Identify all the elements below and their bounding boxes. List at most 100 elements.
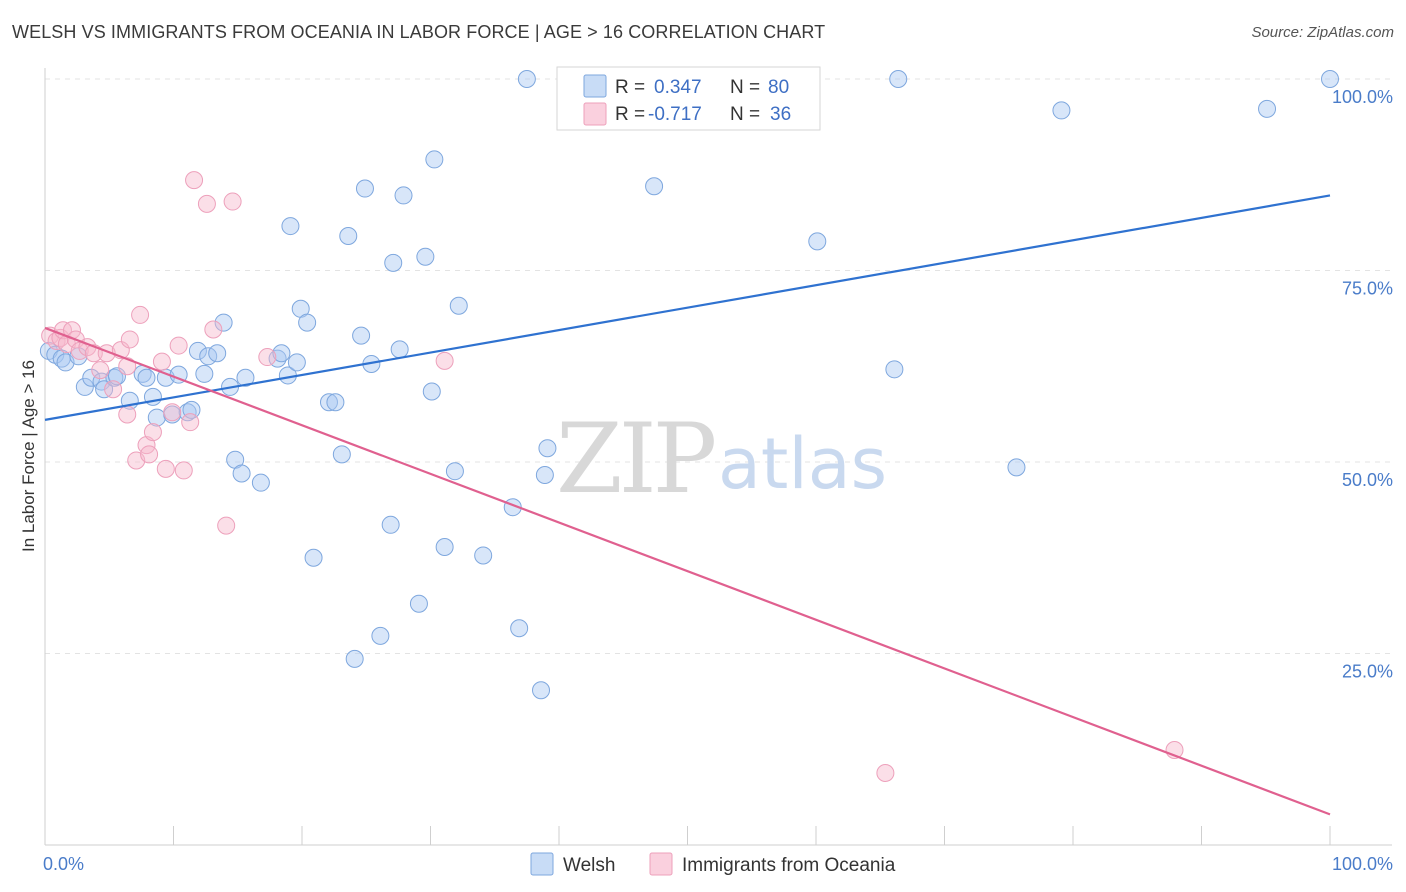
oceania-point-18	[131, 305, 150, 324]
welsh-point-44	[352, 326, 371, 345]
legend-swatch-welsh	[583, 74, 607, 98]
oceania-point-20	[140, 445, 159, 464]
y-tick-label-2: 75.0%	[1342, 279, 1393, 299]
bottom-legend-label-welsh: Welsh	[563, 855, 615, 876]
welsh-point-24	[208, 344, 227, 363]
chart-title: WELSH VS IMMIGRANTS FROM OCEANIA IN LABO…	[12, 22, 826, 42]
oceania-point-23	[156, 459, 175, 478]
oceania-point-16	[118, 405, 137, 424]
welsh-point-59	[474, 546, 493, 565]
welsh-point-52	[409, 594, 428, 613]
axes	[44, 68, 1392, 846]
oceania-point-24	[163, 403, 182, 422]
welsh-point-41	[332, 445, 351, 464]
oceania-point-33	[258, 348, 277, 367]
legend-r-value-welsh: 0.347	[654, 77, 702, 98]
oceania-point-34	[435, 351, 454, 370]
source-label: Source: ZipAtlas.com	[1251, 24, 1394, 41]
welsh-point-72	[1007, 458, 1026, 477]
x-tick-label-1: 100.0%	[1332, 854, 1393, 874]
data-points	[39, 70, 1339, 782]
welsh-point-13	[137, 368, 156, 387]
welsh-point-53	[416, 247, 435, 266]
welsh-point-74	[1258, 99, 1277, 118]
oceania-point-12	[104, 380, 123, 399]
y-axis-title: In Labor Force | Age > 16	[19, 360, 38, 552]
welsh-point-30	[251, 473, 270, 492]
welsh-point-68	[645, 177, 664, 196]
legend-n-value-oceania: 36	[770, 104, 791, 125]
welsh-point-43	[345, 649, 364, 668]
watermark-atlas: atlas	[718, 423, 887, 505]
welsh-point-65	[538, 439, 557, 458]
y-tick-labels: 25.0% 50.0% 75.0% 100.0%	[1332, 87, 1393, 682]
welsh-point-5	[75, 377, 94, 396]
welsh-point-50	[390, 340, 409, 359]
legend-r-label-welsh: R =	[615, 77, 645, 98]
welsh-point-73	[1052, 101, 1071, 120]
bottom-legend-swatch-welsh	[530, 852, 554, 876]
oceania-point-21	[143, 423, 162, 442]
welsh-point-49	[384, 253, 403, 272]
welsh-point-37	[298, 313, 317, 332]
welsh-point-22	[195, 364, 214, 383]
oceania-point-29	[197, 194, 216, 213]
stats-legend: R = 0.347 N = 80 R = -0.717 N = 36	[556, 66, 821, 131]
oceania-point-30	[204, 320, 223, 339]
welsh-point-35	[287, 353, 306, 372]
welsh-trend-line	[44, 194, 1331, 421]
oceania-point-14	[118, 357, 137, 376]
welsh-point-63	[532, 681, 551, 700]
welsh-point-62	[517, 70, 536, 88]
x-tick-labels: 0.0% 100.0%	[43, 854, 1393, 874]
watermark: ZIP atlas	[556, 403, 887, 515]
welsh-point-57	[445, 462, 464, 481]
welsh-point-40	[326, 393, 345, 412]
welsh-point-6	[82, 368, 101, 387]
welsh-point-69	[808, 232, 827, 251]
welsh-point-48	[381, 515, 400, 534]
welsh-point-34	[281, 217, 300, 236]
oceania-trend-line	[44, 326, 1331, 816]
oceania-point-31	[217, 516, 236, 535]
oceania-point-10	[91, 361, 110, 380]
welsh-point-29	[236, 368, 255, 387]
grid	[45, 78, 1392, 654]
legend-n-label-oceania: N =	[730, 104, 760, 125]
oceania-point-26	[174, 461, 193, 480]
oceania-point-25	[169, 336, 188, 355]
welsh-point-54	[422, 382, 441, 401]
welsh-point-21	[188, 341, 207, 360]
trend-lines	[44, 194, 1331, 816]
y-tick-label-1: 50.0%	[1342, 470, 1393, 490]
bottom-legend-label-oceania: Immigrants from Oceania	[682, 855, 896, 876]
welsh-point-51	[394, 186, 413, 205]
legend-r-label-oceania: R =	[615, 104, 645, 125]
welsh-point-32	[272, 344, 291, 363]
oceania-point-28	[185, 171, 204, 190]
y-tick-label-3: 100.0%	[1332, 87, 1393, 107]
welsh-point-58	[449, 296, 468, 315]
welsh-point-42	[339, 227, 358, 246]
legend-r-value-oceania: -0.717	[648, 104, 702, 125]
welsh-point-47	[371, 626, 390, 645]
oceania-point-22	[152, 352, 171, 371]
legend-n-label-welsh: N =	[730, 77, 760, 98]
welsh-point-71	[889, 70, 908, 88]
welsh-point-61	[510, 619, 529, 638]
welsh-point-56	[435, 538, 454, 557]
x-tick-label-0: 0.0%	[43, 854, 84, 874]
oceania-point-15	[120, 330, 139, 349]
welsh-point-45	[355, 179, 374, 198]
watermark-zip: ZIP	[556, 403, 715, 515]
welsh-point-55	[425, 150, 444, 169]
bottom-legend-swatch-oceania	[649, 852, 673, 876]
oceania-point-27	[181, 413, 200, 432]
welsh-point-64	[535, 466, 554, 485]
oceania-point-35	[876, 763, 895, 782]
welsh-point-75	[1321, 70, 1339, 88]
welsh-point-28	[232, 464, 251, 483]
legend-swatch-oceania	[583, 102, 607, 126]
series-legend: Welsh Immigrants from Oceania	[530, 852, 896, 876]
